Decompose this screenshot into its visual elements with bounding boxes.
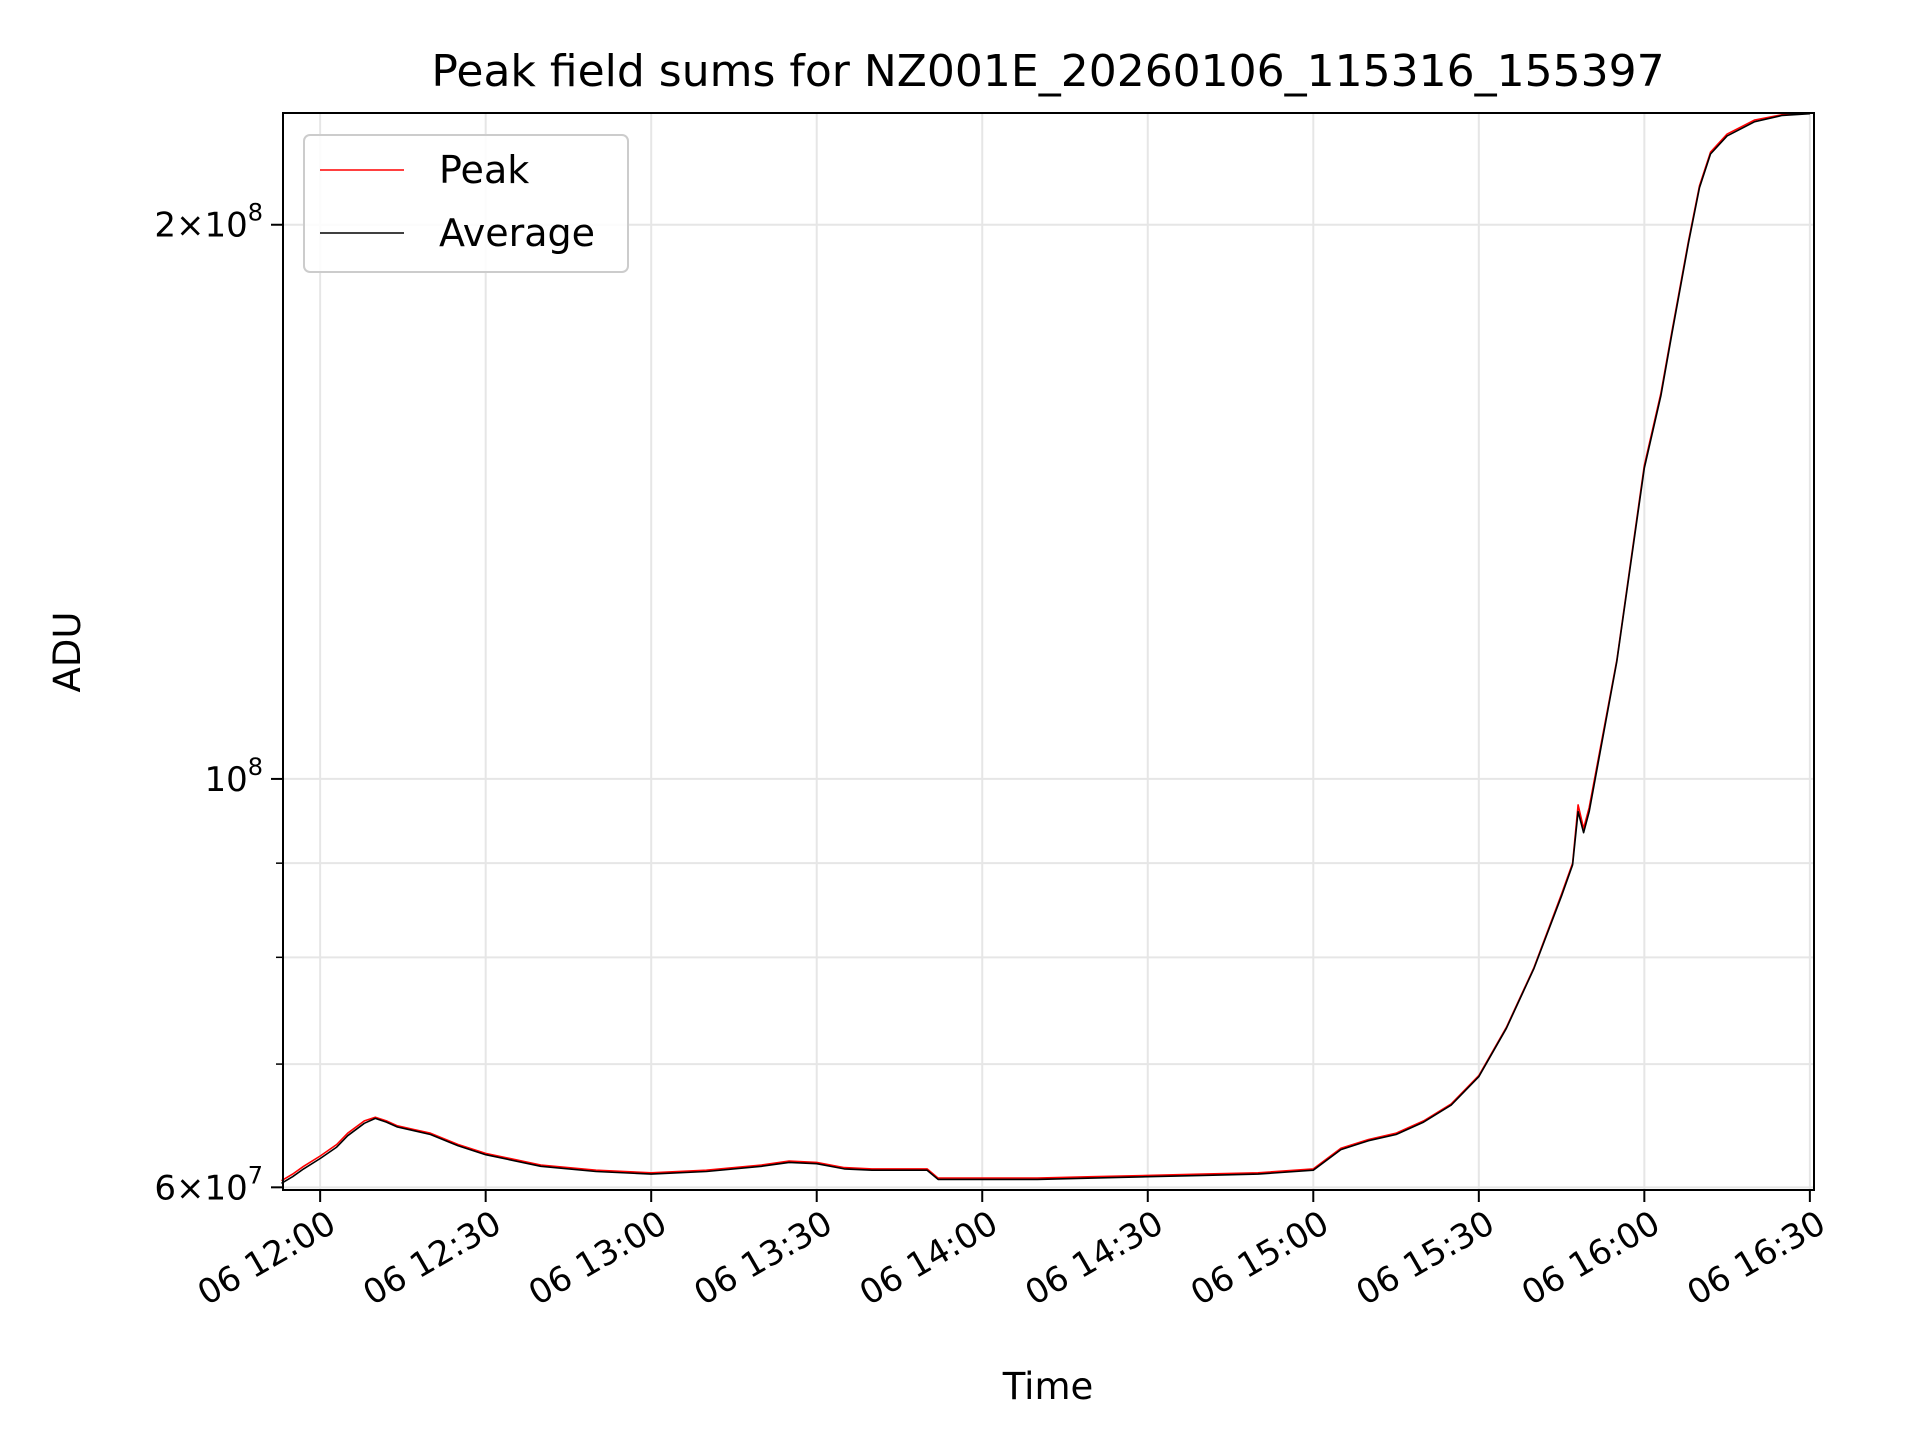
y-axis: 6×107 108 2×108 [154,199,283,1208]
legend-label-peak: Peak [439,148,529,192]
axes-frame [282,112,1815,1191]
legend: Peak Average [303,134,629,273]
y-tick-label: 108 [204,753,263,800]
series-line-average [281,112,1810,1184]
legend-label-average: Average [439,211,595,255]
y-tick-label: 6×107 [154,1161,263,1208]
x-axis-label: Time [1002,1365,1094,1408]
y-axis-label: ADU [46,612,89,693]
chart-title: Peak field sums for NZ001E_20260106_1153… [431,46,1664,97]
plot-area [281,112,1810,1184]
y-tick-label: 2×108 [154,199,263,246]
grid [283,113,1814,1190]
